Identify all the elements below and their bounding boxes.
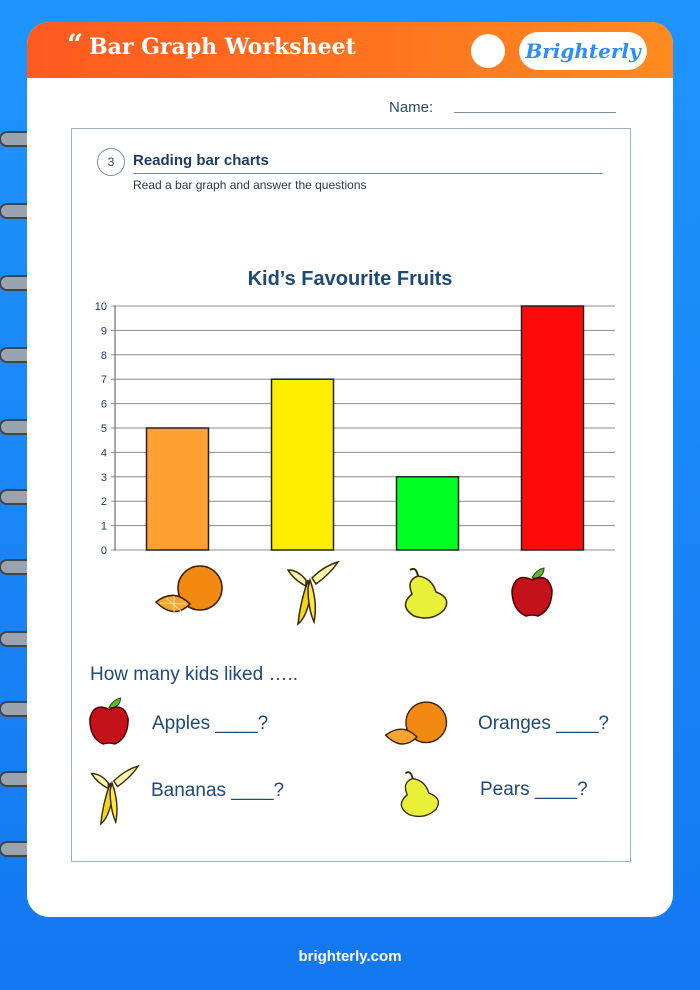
section-number: 3	[97, 148, 125, 176]
quote-icon: “	[67, 28, 84, 61]
orange-icon	[384, 701, 448, 745]
banana-icon	[90, 764, 140, 826]
bar-apple	[520, 305, 585, 551]
y-tick-label: 8	[101, 350, 107, 362]
y-tick-label: 5	[101, 423, 107, 435]
bar-pear	[395, 476, 460, 551]
y-tick-label: 0	[101, 545, 107, 557]
name-field[interactable]	[454, 112, 616, 113]
pear-icon	[404, 567, 448, 619]
bar-chart: 0 1 2 3 4 5 6 7 8 9 10	[95, 301, 615, 557]
apple-icon	[511, 567, 553, 617]
brighterly-logo[interactable]: Brighterly	[519, 32, 647, 70]
section-title: Reading bar charts	[133, 152, 269, 169]
section-subtitle: Read a bar graph and answer the question…	[133, 178, 367, 192]
header-circle-icon	[471, 34, 505, 68]
pears-question[interactable]: Pears ____?	[480, 779, 588, 800]
y-tick-label: 2	[101, 496, 107, 508]
apples-question[interactable]: Apples ____?	[152, 713, 269, 734]
exercise-panel	[71, 128, 631, 862]
bar-orange	[145, 427, 210, 551]
chart-title: Kid’s Favourite Fruits	[247, 268, 453, 290]
oranges-question[interactable]: Oranges ____?	[478, 713, 609, 734]
y-tick-label: 4	[101, 447, 107, 459]
logo-text: Brighterly	[525, 39, 641, 63]
y-tick-label: 3	[101, 472, 107, 484]
banana-icon	[286, 560, 340, 626]
bananas-question[interactable]: Bananas ____?	[151, 780, 285, 801]
y-tick-label: 7	[101, 374, 107, 386]
y-tick-label: 1	[101, 521, 107, 533]
y-tick-label: 10	[95, 301, 107, 313]
footer-url[interactable]: brighterly.com	[298, 948, 402, 965]
bar-banana	[270, 378, 335, 551]
orange-icon	[154, 565, 223, 614]
y-tick-label: 6	[101, 399, 107, 411]
y-tick-label: 9	[101, 325, 107, 337]
name-label: Name:	[389, 99, 434, 116]
worksheet-header: “ Bar Graph Worksheet Brighterly	[27, 22, 673, 78]
apple-icon	[89, 697, 129, 745]
worksheet-title: Bar Graph Worksheet	[89, 34, 356, 60]
pear-icon	[400, 771, 440, 818]
question-prompt: How many kids liked …..	[90, 664, 299, 685]
section-rule	[133, 173, 603, 174]
